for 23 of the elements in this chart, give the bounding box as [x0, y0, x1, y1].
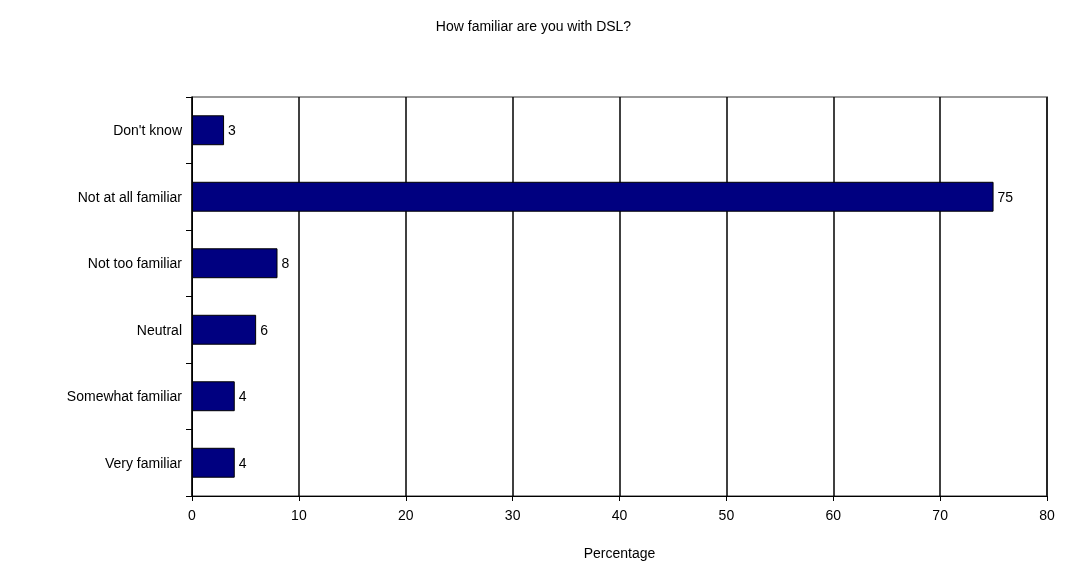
y-tick-label: Not too familiar	[87, 255, 183, 272]
x-tick-label: 70	[932, 507, 949, 523]
x-tick-label: 50	[718, 507, 735, 523]
x-tick-label: 40	[611, 507, 628, 523]
data-label: 3	[228, 122, 237, 139]
y-tick-label: Not at all familiar	[77, 188, 183, 205]
x-axis-title: Percentage	[583, 545, 656, 561]
x-tick-label: 0	[188, 507, 197, 523]
data-label: 4	[238, 454, 247, 471]
y-tick-label: Somewhat familiar	[66, 388, 183, 405]
y-tick-label: Very familiar	[104, 454, 183, 471]
x-tick-label: 30	[504, 507, 521, 523]
data-label: 8	[281, 255, 290, 272]
y-tick-label: Don't know	[113, 122, 183, 139]
x-tick-label: 10	[291, 507, 307, 523]
y-tick-label: Neutral	[136, 321, 182, 338]
x-tick-label: 20	[397, 507, 414, 523]
data-label: 4	[238, 388, 247, 405]
x-tick-label: 80	[1039, 507, 1055, 523]
chart-title: How familiar are you with DSL?	[435, 18, 632, 34]
data-label: 75	[997, 188, 1014, 205]
data-label: 6	[260, 321, 269, 338]
x-tick-label: 60	[825, 507, 842, 523]
